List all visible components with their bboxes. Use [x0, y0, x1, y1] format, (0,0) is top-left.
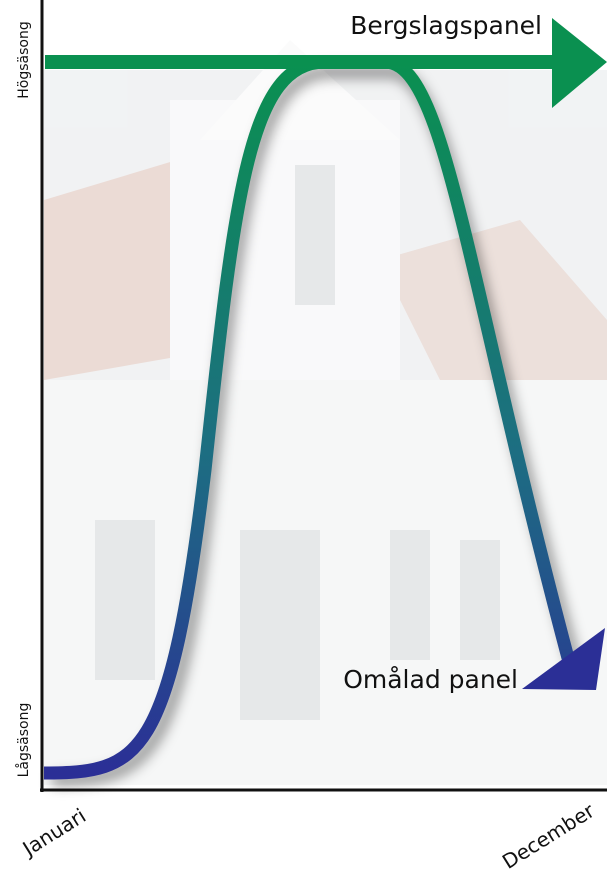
page: {"axes": {"y_top": "Högsäsong", "y_botto… [0, 0, 607, 891]
x-axis-label: December [498, 798, 599, 874]
x-axis-label: Januari [17, 803, 90, 861]
y-axis-label: Högsäsong [16, 21, 32, 98]
y-axis-label: Lågsäsong [15, 703, 32, 778]
curve-label: Omålad panel [343, 665, 518, 694]
curve-label: Bergslagspanel [350, 11, 542, 40]
diagram: Bergslagspanel Omålad panel Högsäsong Lå… [0, 0, 607, 891]
background-photo [44, 40, 607, 785]
